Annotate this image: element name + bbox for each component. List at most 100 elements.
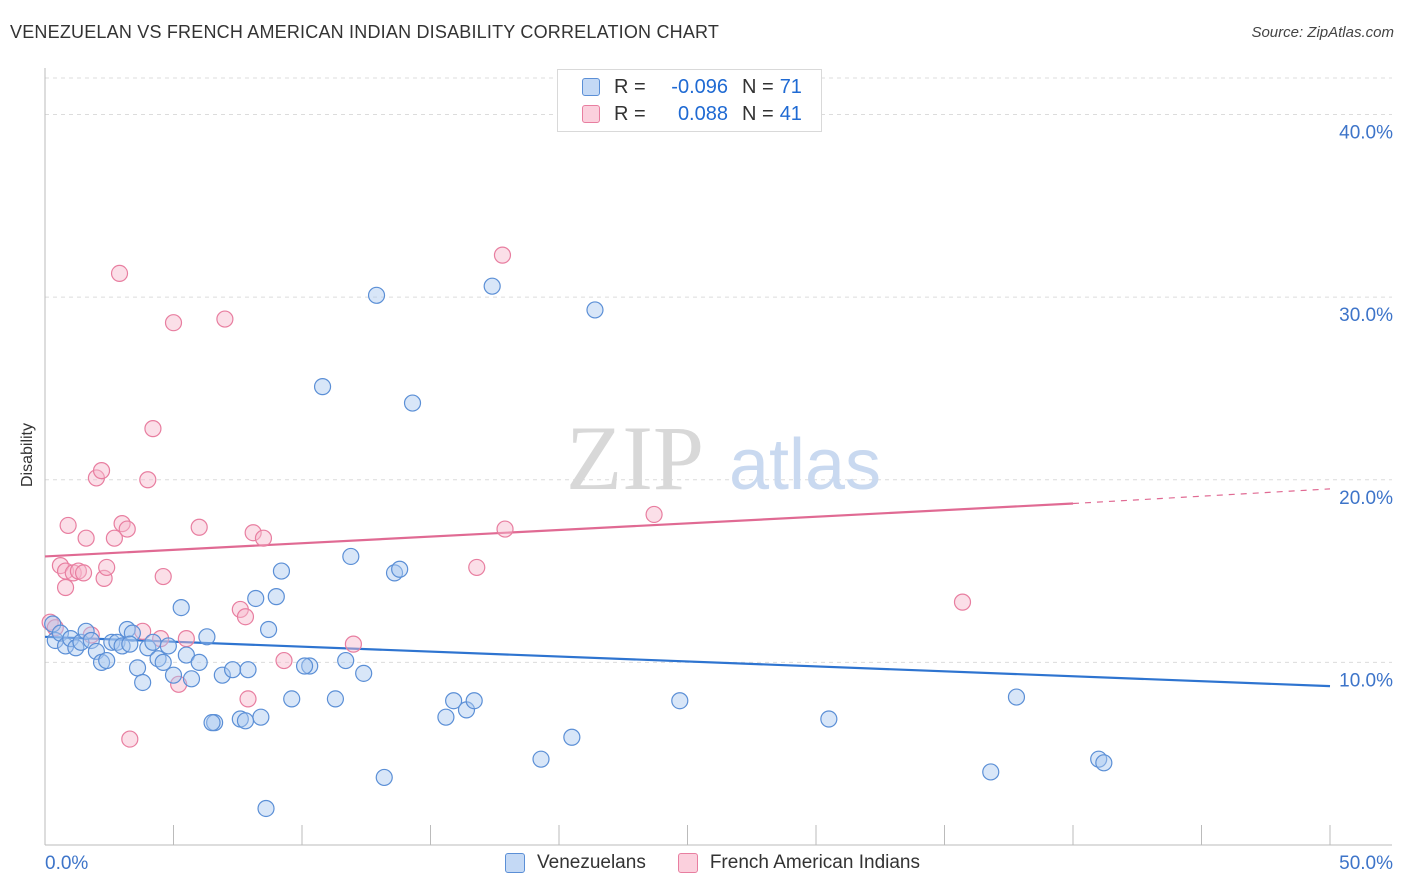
pink-point [56, 578, 75, 597]
legend-n-value: 41 [779, 102, 802, 125]
source-label: Source: ZipAtlas.com [1251, 24, 1394, 41]
blue-point [177, 646, 195, 664]
blue-point [272, 562, 291, 580]
pink-point [98, 558, 116, 577]
grid-lines [45, 77, 1392, 663]
blue-point [465, 692, 483, 710]
pink-point [275, 651, 293, 670]
blue-point [671, 692, 689, 710]
blue-point [164, 666, 183, 684]
blue-point [982, 763, 1000, 781]
blue-point [182, 670, 201, 688]
pink-point [154, 567, 172, 586]
pink-point [496, 520, 514, 538]
blue-point [82, 631, 100, 650]
blue-point [1007, 688, 1026, 706]
pink-point [493, 246, 512, 264]
legend-swatch-pink [582, 105, 600, 123]
pink-point [190, 518, 208, 536]
pink-point [645, 505, 663, 524]
tick-labels: 10.0% 20.0% 30.0% 40.0% 0.0% 50.0% [45, 123, 1393, 874]
pink-point [468, 558, 486, 577]
legend-label-venezuelans: Venezuelans [537, 852, 646, 873]
pink-point [110, 264, 129, 283]
blue-point [532, 750, 550, 768]
legend-swatch-blue [505, 853, 525, 873]
french-american-indian-trend-extension [1072, 488, 1331, 505]
pink-point [254, 529, 273, 547]
chart-title: VENEZUELAN VS FRENCH AMERICAN INDIAN DIS… [10, 22, 720, 42]
blue-point [213, 666, 231, 684]
venezuelan-trend-line [44, 635, 1331, 688]
blue-point [121, 635, 139, 653]
blue-point [283, 690, 301, 708]
pink-point [95, 569, 113, 587]
pink-point [139, 471, 157, 489]
blue-point [154, 653, 172, 671]
legend-row-venezuelans: R = -0.096 N = 71 [582, 75, 802, 99]
legend-item-french-american-indians: French American Indians [677, 852, 920, 874]
pink-point [236, 608, 255, 626]
blue-point [103, 633, 121, 651]
pink-point [344, 635, 362, 653]
blue-point [159, 637, 177, 655]
watermark: ZIP atlas [566, 407, 881, 509]
blue-point [77, 622, 95, 640]
blue-point [236, 712, 255, 730]
blue-point [239, 661, 257, 679]
y-tick-label: 30.0% [1339, 305, 1393, 326]
blue-point [326, 690, 345, 708]
y-tick-label: 10.0% [1339, 670, 1393, 691]
blue-point [437, 708, 455, 726]
venezuelan-points [44, 277, 1113, 818]
blue-point [313, 378, 332, 396]
series-legend: Venezuelans French American Indians [505, 852, 952, 874]
pink-point [105, 529, 123, 547]
legend-r-value: -0.096 [671, 75, 728, 98]
blue-point [342, 547, 360, 566]
legend-r-label: R = [614, 75, 646, 98]
pink-point [239, 690, 257, 708]
pink-point [244, 524, 262, 542]
trend-lines [44, 488, 1331, 688]
pink-point [953, 593, 972, 611]
legend-row-french-american-indians: R = 0.088 N = 41 [582, 102, 802, 126]
pink-point [74, 564, 93, 582]
blue-point [367, 286, 386, 304]
pink-point [164, 314, 183, 332]
legend-r-label: R = [614, 102, 646, 125]
blue-point [203, 714, 221, 732]
blue-point [1095, 754, 1113, 772]
x-tick-label: 0.0% [45, 853, 88, 874]
watermark-atlas: atlas [729, 425, 881, 505]
blue-point [337, 651, 355, 670]
blue-point [128, 659, 147, 677]
legend-label-french-american-indians: French American Indians [709, 852, 920, 873]
blue-point [301, 657, 319, 675]
french-american-indian-trend-line [44, 502, 1074, 558]
pink-point [118, 520, 136, 538]
y-tick-label: 20.0% [1339, 488, 1393, 509]
blue-point [563, 728, 581, 746]
blue-point [247, 589, 265, 608]
blue-point [375, 768, 393, 787]
legend-swatch-blue [582, 78, 600, 96]
blue-point [355, 664, 373, 682]
pink-point [170, 675, 188, 693]
legend-swatch-pink [677, 853, 698, 873]
pink-point [77, 529, 95, 547]
blue-point [98, 651, 116, 670]
blue-point [224, 661, 242, 679]
blue-point [190, 653, 208, 671]
legend-n-label: N = [742, 75, 774, 98]
pink-point [92, 462, 111, 480]
blue-point [820, 710, 838, 728]
blue-point [403, 394, 422, 412]
blue-point [267, 588, 285, 606]
blue-point [259, 620, 278, 639]
blue-point [172, 598, 190, 617]
pink-point [177, 630, 195, 648]
blue-point [198, 628, 216, 646]
blue-point [134, 673, 152, 692]
